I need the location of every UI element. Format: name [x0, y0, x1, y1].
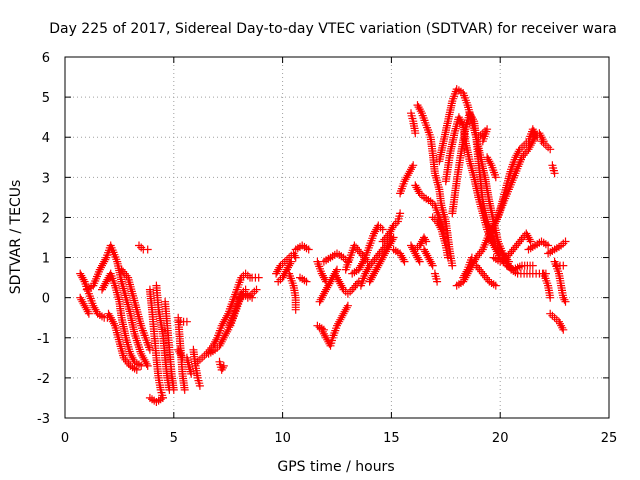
series-markers-s32	[313, 321, 328, 334]
y-tick-label: 6	[42, 51, 50, 66]
series-markers-s59	[524, 237, 553, 254]
y-tick-label: 3	[42, 171, 50, 186]
series-markers-s45	[411, 233, 431, 254]
series-markers-s23	[272, 249, 300, 278]
series-markers-s42	[407, 109, 420, 138]
series-markers-s24	[274, 257, 296, 286]
x-tick-label: 10	[274, 431, 291, 446]
series-markers-s60	[537, 137, 555, 154]
series-markers-s43	[413, 101, 457, 270]
series-markers-s9	[152, 281, 174, 394]
series-markers-s55	[474, 125, 492, 146]
series-markers-s5	[104, 309, 141, 374]
x-tick-label: 15	[383, 431, 400, 446]
series-markers-s8	[145, 285, 167, 402]
y-tick-label: 5	[42, 91, 50, 106]
series-markers-s61	[539, 269, 555, 302]
y-tick-label: -3	[37, 412, 50, 427]
series-markers-s10	[161, 297, 178, 394]
series-markers-s46	[420, 245, 437, 270]
series-markers-s28	[313, 257, 331, 286]
series-markers-s57	[485, 125, 542, 238]
y-axis-title: SDTVAR / TECUs	[8, 180, 24, 295]
series-markers-s48	[430, 269, 442, 286]
y-tick-label: -2	[37, 372, 50, 387]
series-markers-s47	[428, 213, 452, 262]
series-markers-s53	[459, 253, 476, 282]
series-markers-s14	[176, 317, 191, 326]
x-tick-label: 20	[492, 431, 509, 446]
series-markers-s15	[182, 353, 196, 378]
data-points	[76, 85, 570, 406]
series-markers-s22	[248, 273, 263, 282]
series-markers-s13	[174, 345, 187, 362]
series-markers-s3	[82, 241, 152, 370]
series-markers-s26	[291, 241, 313, 254]
tick-labels: 0 5 10 15 20 25 -3 -2 -1 0 1 2 3 4 5 6	[37, 51, 617, 446]
series-markers-s39	[389, 245, 409, 266]
series-markers-s6	[117, 265, 154, 354]
series-markers-s21	[235, 289, 257, 302]
series-markers-s54	[472, 261, 500, 290]
y-tick-label: 4	[42, 131, 50, 146]
y-tick-label: 0	[42, 292, 50, 307]
series-markers-s27	[296, 273, 311, 286]
series-markers-s56	[483, 153, 500, 182]
x-tick-label: 25	[601, 431, 618, 446]
series-markers-s33	[330, 269, 363, 298]
series-markers-s38	[378, 209, 405, 246]
series-markers-s66	[552, 261, 568, 270]
series-markers-s37	[365, 233, 398, 286]
plot-frame	[64, 56, 610, 419]
series-markers-s2	[76, 293, 93, 318]
series-markers-s62	[544, 237, 570, 258]
series-markers-s35	[348, 221, 387, 278]
chart-title: Day 225 of 2017, Sidereal Day-to-day VTE…	[49, 21, 617, 37]
series-markers-s40	[396, 161, 418, 198]
series-markers-s44	[411, 181, 448, 234]
x-axis-title: GPS time / hours	[277, 459, 394, 475]
x-tick-label: 5	[170, 431, 178, 446]
series-markers-s19	[215, 357, 228, 374]
y-tick-label: 1	[42, 252, 50, 267]
series-markers-s4	[98, 269, 146, 370]
series-markers-s25	[285, 269, 300, 314]
y-tick-label: 2	[42, 211, 50, 226]
series-markers-s1	[76, 269, 115, 322]
series-markers-s58	[489, 229, 535, 266]
y-tick-label: -1	[37, 332, 50, 347]
series-markers-s64	[546, 309, 568, 334]
series-markers-s11	[145, 393, 167, 406]
series-markers-s65	[548, 161, 559, 178]
series-markers-s7	[135, 241, 152, 254]
x-tick-label: 0	[61, 431, 69, 446]
